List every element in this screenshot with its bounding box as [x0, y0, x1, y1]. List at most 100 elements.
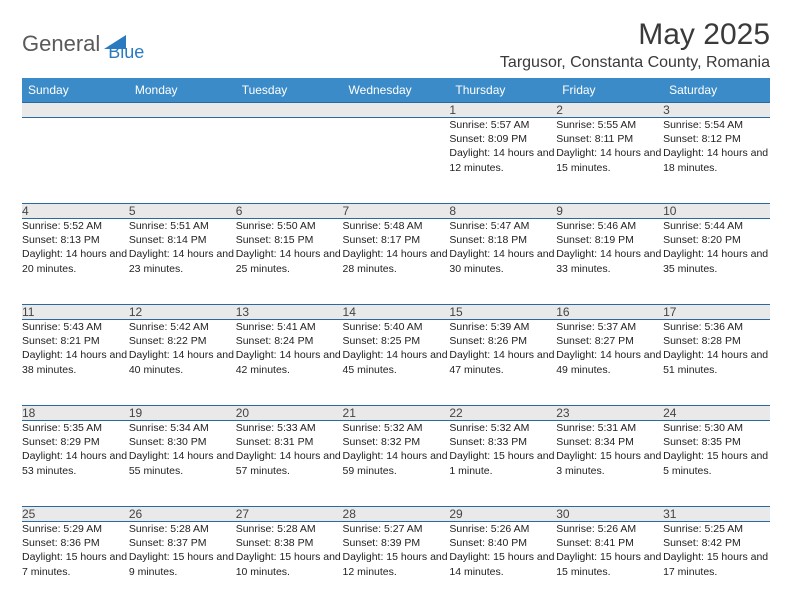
- daylight-text: Daylight: 15 hours and 17 minutes.: [663, 550, 770, 578]
- sunrise-text: Sunrise: 5:32 AM: [449, 421, 556, 435]
- sunrise-text: Sunrise: 5:28 AM: [129, 522, 236, 536]
- day-number-cell: 15: [449, 305, 556, 320]
- weekday-header: Wednesday: [343, 78, 450, 103]
- daylight-text: Daylight: 15 hours and 1 minute.: [449, 449, 556, 477]
- weekday-header: Monday: [129, 78, 236, 103]
- sunset-text: Sunset: 8:28 PM: [663, 334, 770, 348]
- calendar-body: 123Sunrise: 5:57 AMSunset: 8:09 PMDaylig…: [22, 103, 770, 608]
- daylight-text: Daylight: 14 hours and 30 minutes.: [449, 247, 556, 275]
- day-number-cell: 1: [449, 103, 556, 118]
- day-number-cell: 5: [129, 204, 236, 219]
- logo-text-general: General: [22, 31, 100, 57]
- sunrise-text: Sunrise: 5:54 AM: [663, 118, 770, 132]
- sunset-text: Sunset: 8:21 PM: [22, 334, 129, 348]
- day-content-cell: Sunrise: 5:41 AMSunset: 8:24 PMDaylight:…: [236, 320, 343, 406]
- sunset-text: Sunset: 8:29 PM: [22, 435, 129, 449]
- weekday-header: Friday: [556, 78, 663, 103]
- day-number-row: 18192021222324: [22, 406, 770, 421]
- day-number-cell: [22, 103, 129, 118]
- header: General Blue May 2025 Targusor, Constant…: [22, 18, 770, 72]
- day-number-cell: 16: [556, 305, 663, 320]
- sunrise-text: Sunrise: 5:43 AM: [22, 320, 129, 334]
- sunset-text: Sunset: 8:11 PM: [556, 132, 663, 146]
- daylight-text: Daylight: 15 hours and 3 minutes.: [556, 449, 663, 477]
- sunrise-text: Sunrise: 5:27 AM: [343, 522, 450, 536]
- sunrise-text: Sunrise: 5:31 AM: [556, 421, 663, 435]
- sunset-text: Sunset: 8:09 PM: [449, 132, 556, 146]
- day-content-cell: Sunrise: 5:54 AMSunset: 8:12 PMDaylight:…: [663, 118, 770, 204]
- daylight-text: Daylight: 14 hours and 53 minutes.: [22, 449, 129, 477]
- day-content-row: Sunrise: 5:43 AMSunset: 8:21 PMDaylight:…: [22, 320, 770, 406]
- day-number-cell: 2: [556, 103, 663, 118]
- sunrise-text: Sunrise: 5:41 AM: [236, 320, 343, 334]
- day-content-cell: Sunrise: 5:26 AMSunset: 8:41 PMDaylight:…: [556, 522, 663, 608]
- daylight-text: Daylight: 15 hours and 5 minutes.: [663, 449, 770, 477]
- sunset-text: Sunset: 8:37 PM: [129, 536, 236, 550]
- sunrise-text: Sunrise: 5:35 AM: [22, 421, 129, 435]
- sunset-text: Sunset: 8:14 PM: [129, 233, 236, 247]
- sunset-text: Sunset: 8:40 PM: [449, 536, 556, 550]
- calendar-head: SundayMondayTuesdayWednesdayThursdayFrid…: [22, 78, 770, 103]
- sunrise-text: Sunrise: 5:34 AM: [129, 421, 236, 435]
- daylight-text: Daylight: 14 hours and 25 minutes.: [236, 247, 343, 275]
- daylight-text: Daylight: 14 hours and 57 minutes.: [236, 449, 343, 477]
- sunset-text: Sunset: 8:15 PM: [236, 233, 343, 247]
- day-content-cell: [22, 118, 129, 204]
- sunset-text: Sunset: 8:19 PM: [556, 233, 663, 247]
- sunrise-text: Sunrise: 5:26 AM: [556, 522, 663, 536]
- day-content-row: Sunrise: 5:29 AMSunset: 8:36 PMDaylight:…: [22, 522, 770, 608]
- day-number-cell: 8: [449, 204, 556, 219]
- sunrise-text: Sunrise: 5:33 AM: [236, 421, 343, 435]
- day-number-row: 123: [22, 103, 770, 118]
- daylight-text: Daylight: 14 hours and 20 minutes.: [22, 247, 129, 275]
- day-number-cell: 21: [343, 406, 450, 421]
- daylight-text: Daylight: 15 hours and 10 minutes.: [236, 550, 343, 578]
- daylight-text: Daylight: 15 hours and 14 minutes.: [449, 550, 556, 578]
- sunrise-text: Sunrise: 5:29 AM: [22, 522, 129, 536]
- daylight-text: Daylight: 14 hours and 49 minutes.: [556, 348, 663, 376]
- day-content-cell: Sunrise: 5:30 AMSunset: 8:35 PMDaylight:…: [663, 421, 770, 507]
- day-content-cell: Sunrise: 5:36 AMSunset: 8:28 PMDaylight:…: [663, 320, 770, 406]
- sunrise-text: Sunrise: 5:51 AM: [129, 219, 236, 233]
- day-number-cell: 26: [129, 507, 236, 522]
- sunrise-text: Sunrise: 5:52 AM: [22, 219, 129, 233]
- daylight-text: Daylight: 14 hours and 42 minutes.: [236, 348, 343, 376]
- daylight-text: Daylight: 14 hours and 59 minutes.: [343, 449, 450, 477]
- day-content-cell: [343, 118, 450, 204]
- daylight-text: Daylight: 14 hours and 12 minutes.: [449, 146, 556, 174]
- sunset-text: Sunset: 8:42 PM: [663, 536, 770, 550]
- day-number-row: 25262728293031: [22, 507, 770, 522]
- sunrise-text: Sunrise: 5:30 AM: [663, 421, 770, 435]
- day-content-cell: Sunrise: 5:55 AMSunset: 8:11 PMDaylight:…: [556, 118, 663, 204]
- day-content-row: Sunrise: 5:52 AMSunset: 8:13 PMDaylight:…: [22, 219, 770, 305]
- daylight-text: Daylight: 14 hours and 40 minutes.: [129, 348, 236, 376]
- day-number-cell: 6: [236, 204, 343, 219]
- day-content-cell: Sunrise: 5:52 AMSunset: 8:13 PMDaylight:…: [22, 219, 129, 305]
- sunrise-text: Sunrise: 5:26 AM: [449, 522, 556, 536]
- day-content-cell: Sunrise: 5:26 AMSunset: 8:40 PMDaylight:…: [449, 522, 556, 608]
- sunset-text: Sunset: 8:25 PM: [343, 334, 450, 348]
- day-number-cell: 29: [449, 507, 556, 522]
- day-number-cell: 13: [236, 305, 343, 320]
- day-content-cell: Sunrise: 5:51 AMSunset: 8:14 PMDaylight:…: [129, 219, 236, 305]
- day-number-cell: 10: [663, 204, 770, 219]
- day-content-cell: Sunrise: 5:28 AMSunset: 8:37 PMDaylight:…: [129, 522, 236, 608]
- daylight-text: Daylight: 14 hours and 51 minutes.: [663, 348, 770, 376]
- day-number-row: 11121314151617: [22, 305, 770, 320]
- day-content-cell: Sunrise: 5:50 AMSunset: 8:15 PMDaylight:…: [236, 219, 343, 305]
- day-number-cell: 27: [236, 507, 343, 522]
- sunset-text: Sunset: 8:18 PM: [449, 233, 556, 247]
- sunset-text: Sunset: 8:30 PM: [129, 435, 236, 449]
- day-content-cell: Sunrise: 5:44 AMSunset: 8:20 PMDaylight:…: [663, 219, 770, 305]
- daylight-text: Daylight: 14 hours and 35 minutes.: [663, 247, 770, 275]
- weekday-header: Thursday: [449, 78, 556, 103]
- daylight-text: Daylight: 14 hours and 18 minutes.: [663, 146, 770, 174]
- sunrise-text: Sunrise: 5:48 AM: [343, 219, 450, 233]
- day-content-cell: [129, 118, 236, 204]
- daylight-text: Daylight: 15 hours and 15 minutes.: [556, 550, 663, 578]
- weekday-header: Saturday: [663, 78, 770, 103]
- day-number-cell: 25: [22, 507, 129, 522]
- sunrise-text: Sunrise: 5:32 AM: [343, 421, 450, 435]
- day-number-cell: 14: [343, 305, 450, 320]
- day-number-cell: 3: [663, 103, 770, 118]
